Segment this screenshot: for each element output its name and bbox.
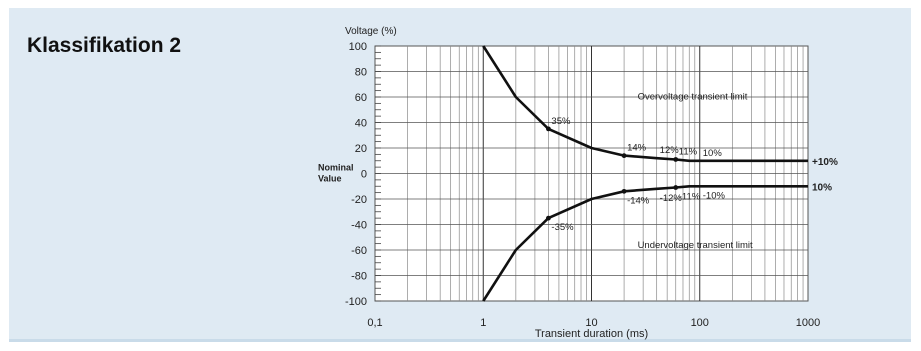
page-heading: Klassifikation 2	[27, 34, 182, 57]
data-point	[621, 188, 627, 194]
x-tick-label: 10	[585, 317, 597, 329]
nominal-value-label: Nominal	[318, 163, 354, 173]
y-tick-label: -100	[345, 296, 367, 308]
annotation-label: 11%	[679, 146, 698, 157]
x-tick-label: 100	[691, 317, 709, 329]
y-tick-label: -60	[351, 245, 367, 257]
x-tick-label: 0,1	[367, 317, 382, 329]
y-tick-label: 100	[349, 41, 367, 53]
y-tick-label: 80	[355, 67, 367, 79]
annotation-label: -10%	[703, 190, 726, 201]
annotation-label: 10%	[703, 148, 723, 159]
y-tick-label: 0	[361, 169, 367, 181]
x-tick-label: 1000	[796, 317, 820, 329]
y-tick-label: -40	[351, 220, 367, 232]
series-end-label: +10%	[812, 157, 838, 168]
annotation-label: 35%	[551, 116, 571, 127]
nominal-value-label: Value	[318, 174, 342, 184]
annotation-label: -11%	[679, 192, 701, 203]
y-tick-label: -20	[351, 194, 367, 206]
y-axis-title: Voltage (%)	[345, 26, 397, 37]
data-point	[546, 126, 551, 132]
data-point	[673, 185, 679, 190]
data-point	[546, 215, 551, 221]
annotation-label: Undervoltage transient limit	[638, 240, 753, 251]
annotation-label: 12%	[660, 145, 680, 156]
data-point	[621, 153, 627, 159]
annotation-label: -12%	[660, 193, 683, 204]
undervoltage-curve	[482, 185, 808, 302]
y-tick-label: 40	[355, 118, 367, 130]
series-end-label: 10%	[812, 182, 832, 193]
annotation-label: -14%	[627, 195, 650, 206]
y-tick-label: -80	[351, 271, 367, 283]
annotation-label: Overvoltage transient limit	[638, 92, 748, 103]
data-point	[673, 157, 679, 162]
x-axis-title: Transient duration (ms)	[535, 328, 648, 340]
y-tick-label: 60	[355, 92, 367, 104]
y-tick-label: 20	[355, 143, 367, 155]
overvoltage-curve	[482, 45, 808, 163]
annotation-label: 14%	[627, 143, 647, 154]
annotation-label: -35%	[551, 222, 574, 233]
x-tick-label: 1	[480, 317, 486, 329]
